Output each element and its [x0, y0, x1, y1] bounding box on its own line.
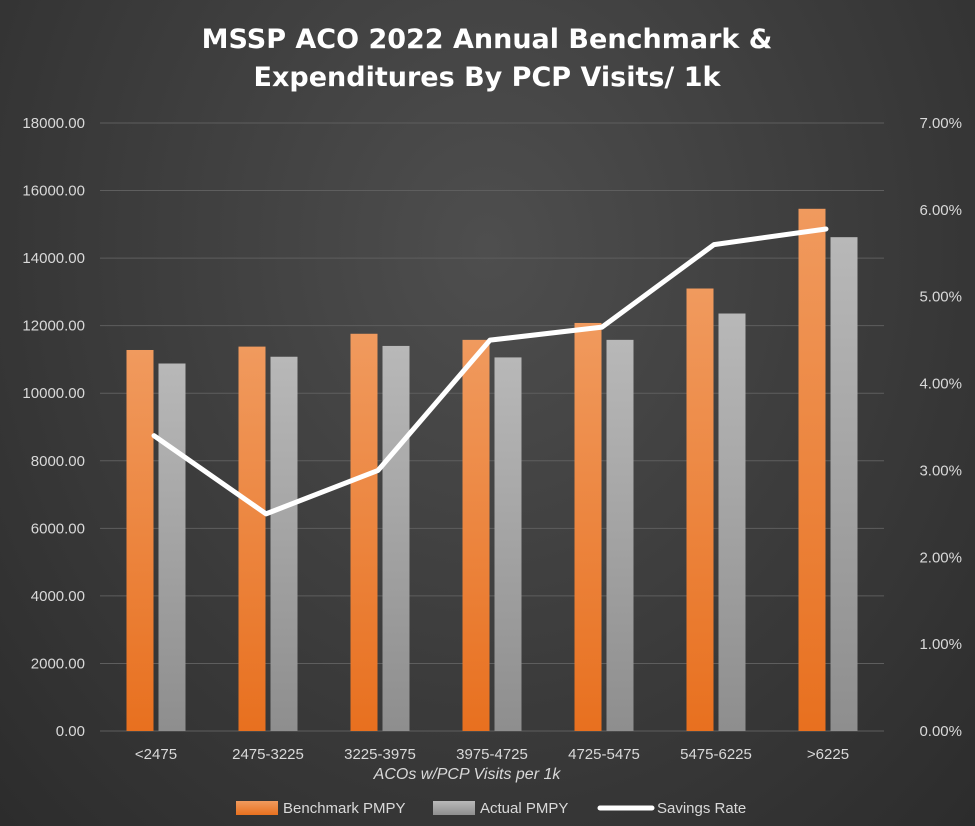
x-tick-label: <2475 [135, 746, 177, 763]
bars [126, 208, 858, 732]
bar-benchmark-pmpy [462, 339, 490, 731]
legend-label: Savings Rate [657, 800, 746, 817]
x-tick-label: 4725-5475 [568, 746, 640, 763]
right-tick-label: 4.00% [919, 376, 962, 393]
savings-line [151, 226, 829, 517]
bar-actual-pmpy [718, 313, 746, 731]
bar-actual-pmpy [606, 339, 634, 731]
bar-benchmark-pmpy [350, 333, 378, 731]
gridlines [100, 122, 884, 732]
right-tick-label: 0.00% [919, 723, 962, 740]
x-tick-label: >6225 [807, 746, 849, 763]
left-axis-ticks: 0.00 2000.00 4000.00 6000.00 8000.00 10000.00… [22, 115, 85, 740]
x-axis-ticks: <2475 2475-3225 3225-3975 3975-4725 4725-547… [135, 746, 849, 763]
x-tick-label: 3975-4725 [456, 746, 528, 763]
left-tick-label: 18000.00 [22, 115, 85, 132]
right-tick-label: 5.00% [919, 289, 962, 306]
left-tick-label: 12000.00 [22, 318, 85, 335]
right-tick-label: 7.00% [919, 115, 962, 132]
legend: Benchmark PMPY Actual PMPY Savings Rate [236, 800, 746, 817]
chart-title-line-1: MSSP ACO 2022 Annual Benchmark & [202, 24, 773, 55]
bar-actual-pmpy [382, 345, 410, 731]
right-tick-label: 1.00% [919, 636, 962, 653]
chart-title-line-2: Expenditures By PCP Visits/ 1k [254, 62, 722, 93]
bar-benchmark-pmpy [798, 208, 826, 732]
bar-actual-pmpy [494, 357, 522, 731]
bar-benchmark-pmpy [126, 349, 154, 731]
left-tick-label: 10000.00 [22, 385, 85, 402]
x-tick-label: 2475-3225 [232, 746, 304, 763]
legend-label: Actual PMPY [480, 800, 568, 817]
legend-swatch [236, 801, 278, 815]
left-tick-label: 2000.00 [31, 655, 85, 672]
right-tick-label: 2.00% [919, 549, 962, 566]
left-tick-label: 16000.00 [22, 183, 85, 200]
legend-swatch [433, 801, 475, 815]
x-axis-label: ACOs w/PCP Visits per 1k [373, 766, 562, 783]
bar-actual-pmpy [158, 363, 186, 731]
legend-label: Benchmark PMPY [283, 800, 406, 817]
right-tick-label: 6.00% [919, 202, 962, 219]
bar-benchmark-pmpy [686, 288, 714, 731]
right-tick-label: 3.00% [919, 462, 962, 479]
left-tick-label: 0.00 [56, 723, 85, 740]
bar-benchmark-pmpy [574, 322, 602, 731]
left-tick-label: 14000.00 [22, 250, 85, 267]
x-tick-label: 3225-3975 [344, 746, 416, 763]
left-tick-label: 8000.00 [31, 453, 85, 470]
bar-actual-pmpy [270, 356, 298, 731]
x-tick-label: 5475-6225 [680, 746, 752, 763]
right-axis-ticks: 0.00% 1.00% 2.00% 3.00% 4.00% 5.00% 6.00% 7.00% [919, 115, 962, 740]
left-tick-label: 6000.00 [31, 520, 85, 537]
left-tick-label: 4000.00 [31, 588, 85, 605]
savings-rate-line [151, 226, 829, 517]
bar-actual-pmpy [830, 237, 858, 731]
bar-benchmark-pmpy [238, 346, 266, 731]
